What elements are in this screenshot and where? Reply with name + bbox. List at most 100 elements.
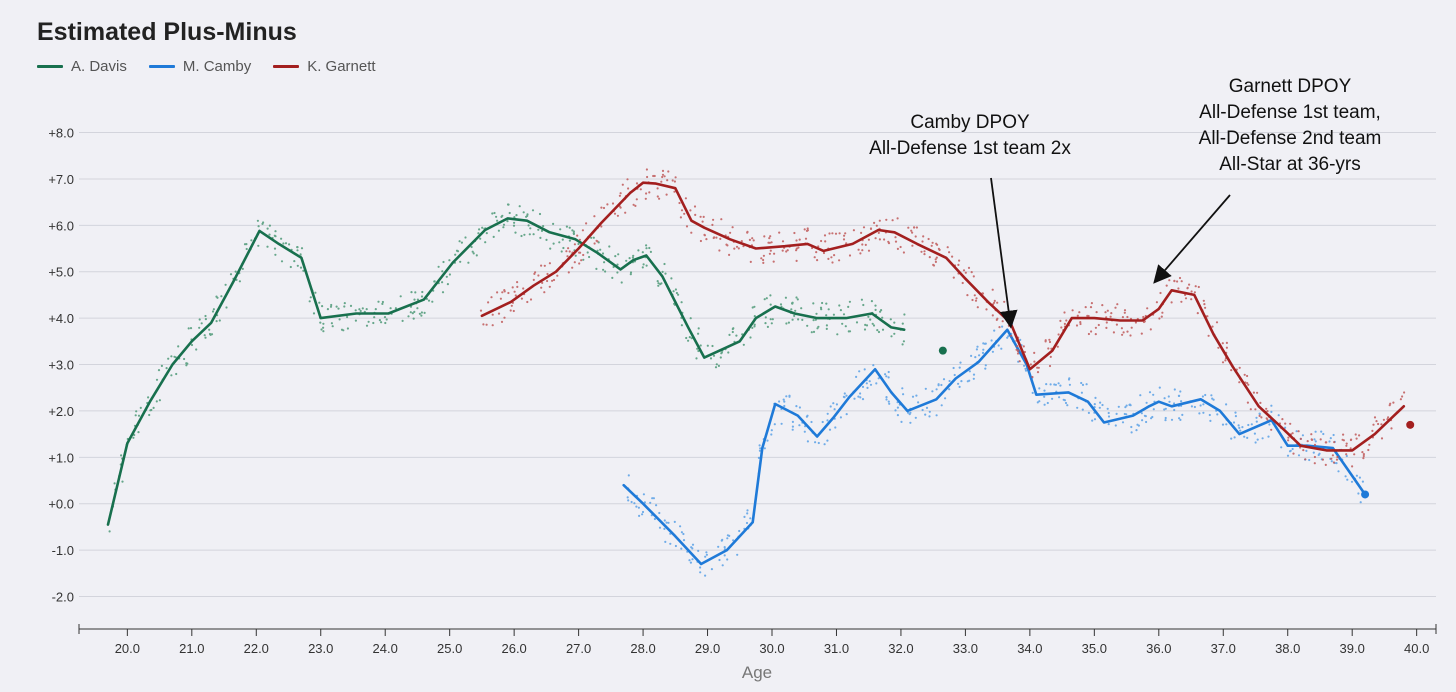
data-dot [827, 257, 830, 260]
data-dot [656, 187, 659, 190]
data-dot [981, 292, 985, 295]
data-dot [384, 321, 387, 325]
data-dot [1097, 323, 1100, 327]
data-dot [900, 420, 903, 423]
data-dot [826, 412, 829, 415]
data-dot [922, 235, 925, 238]
data-dot [762, 261, 765, 264]
data-dot [920, 250, 923, 253]
legend-item-camby[interactable]: M. Camby [148, 58, 251, 75]
data-dot [571, 266, 574, 269]
data-dot [338, 318, 341, 321]
data-dot [901, 343, 904, 346]
data-dot [296, 249, 299, 252]
data-dot [485, 232, 488, 235]
data-dot [983, 342, 987, 345]
data-dot [973, 294, 976, 297]
data-dot [859, 392, 862, 395]
data-dot [843, 396, 846, 399]
data-dot [874, 237, 877, 240]
data-dot [210, 333, 214, 336]
data-dot [541, 281, 544, 284]
data-dot [1357, 492, 1360, 495]
data-dot [516, 281, 519, 284]
data-dot [1392, 401, 1395, 404]
data-dot [1324, 463, 1327, 466]
data-dot [795, 249, 798, 252]
data-dot [691, 558, 694, 561]
data-dot [798, 406, 802, 409]
data-dot [1104, 311, 1107, 314]
data-dot [1178, 417, 1181, 420]
data-dot [561, 238, 564, 241]
data-dot [546, 272, 549, 276]
data-dot [737, 247, 740, 250]
data-dot [1308, 458, 1311, 462]
legend-item-garnett[interactable]: K. Garnett [273, 58, 376, 75]
data-dot [407, 315, 410, 318]
data-dot [791, 318, 794, 321]
data-dot [165, 367, 168, 370]
data-dot [531, 209, 535, 212]
data-dot [502, 226, 505, 229]
legend-item-davis[interactable]: A. Davis [37, 58, 127, 75]
data-dot [1332, 433, 1335, 437]
data-dot [751, 326, 754, 329]
data-dot [803, 430, 806, 433]
data-dot [742, 343, 745, 346]
x-tick-label: 31.0 [824, 641, 849, 656]
data-dot [693, 205, 697, 208]
data-dot [385, 318, 388, 321]
data-dot [537, 274, 540, 277]
data-dot [1190, 290, 1193, 293]
data-dot [113, 482, 116, 485]
data-dot [1023, 364, 1026, 367]
data-dot [1336, 455, 1339, 459]
data-dot [475, 254, 478, 257]
data-dot [1057, 333, 1060, 336]
data-dot [1270, 428, 1273, 431]
data-dot [921, 408, 924, 412]
data-dot [418, 312, 421, 315]
data-dot [1114, 424, 1117, 427]
data-dot [896, 247, 900, 250]
data-dot [970, 354, 973, 357]
data-dot [1255, 416, 1258, 419]
data-dot [711, 223, 714, 226]
data-dot [108, 530, 111, 533]
data-dot [481, 226, 484, 229]
data-dot [135, 410, 138, 413]
data-dot [120, 454, 123, 457]
data-dot [894, 236, 897, 239]
data-dot [1000, 347, 1003, 350]
data-dot [819, 306, 823, 309]
data-dot [1202, 299, 1205, 302]
data-dot [972, 373, 976, 376]
data-dot [797, 318, 800, 321]
data-dot [377, 300, 380, 303]
data-dot [835, 403, 839, 406]
data-dot [891, 219, 894, 222]
data-dot [924, 387, 927, 390]
data-dot [812, 330, 816, 333]
data-dot [1306, 440, 1309, 443]
data-dot [1305, 449, 1308, 452]
data-dot [959, 361, 962, 364]
data-dot [1090, 302, 1093, 305]
data-dot [354, 309, 357, 312]
data-dot [928, 256, 931, 259]
data-dot [414, 291, 417, 294]
data-dot [798, 424, 801, 427]
data-dot [848, 254, 852, 257]
data-dot [1130, 326, 1133, 329]
data-dot [763, 447, 766, 450]
data-dot [442, 260, 445, 264]
data-dot [600, 225, 603, 228]
data-dot [699, 566, 702, 569]
data-dot [1146, 307, 1149, 310]
data-dot [1310, 433, 1313, 436]
data-dot [358, 308, 361, 311]
data-dot [446, 283, 449, 286]
data-dot [160, 364, 163, 367]
data-dot [329, 305, 333, 308]
